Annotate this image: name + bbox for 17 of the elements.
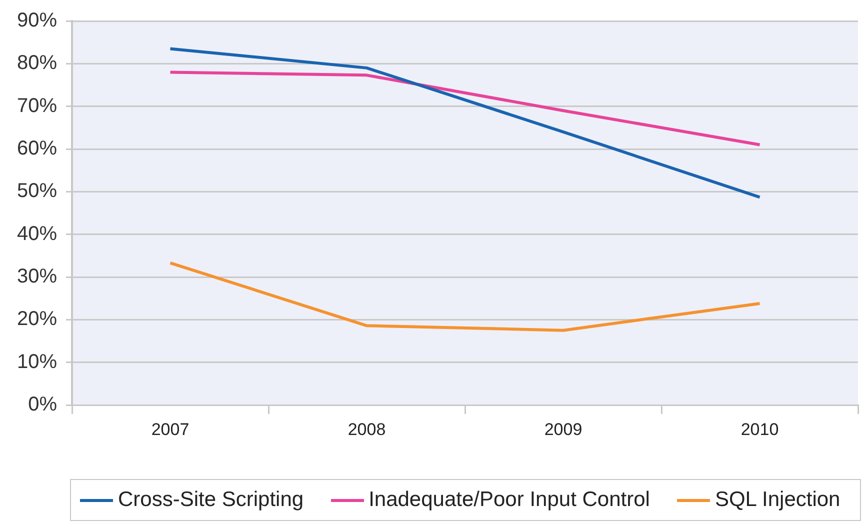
y-tick-label: 10%: [16, 350, 58, 373]
y-tick-label: 50%: [16, 180, 58, 202]
x-tick-label: 2007: [151, 420, 190, 439]
y-tick-label: 80%: [16, 52, 58, 74]
y-tick-label: 30%: [16, 266, 58, 288]
y-tick-label: 0%: [28, 394, 58, 416]
y-tick-label: 40%: [16, 222, 58, 245]
x-tick-label: 2008: [348, 420, 386, 439]
legend-label: Inadequate/Poor Input Control: [368, 488, 650, 512]
y-tick-label: 60%: [16, 138, 58, 160]
x-tick-label: 2009: [544, 420, 582, 439]
x-tick-label: 2010: [740, 420, 779, 439]
y-tick-label: 70%: [16, 94, 58, 117]
legend-label: Cross-Site Scripting: [118, 488, 304, 512]
y-tick-label: 90%: [16, 10, 58, 32]
legend-label: SQL Injection: [714, 488, 840, 512]
y-tick-label: 20%: [16, 308, 58, 330]
